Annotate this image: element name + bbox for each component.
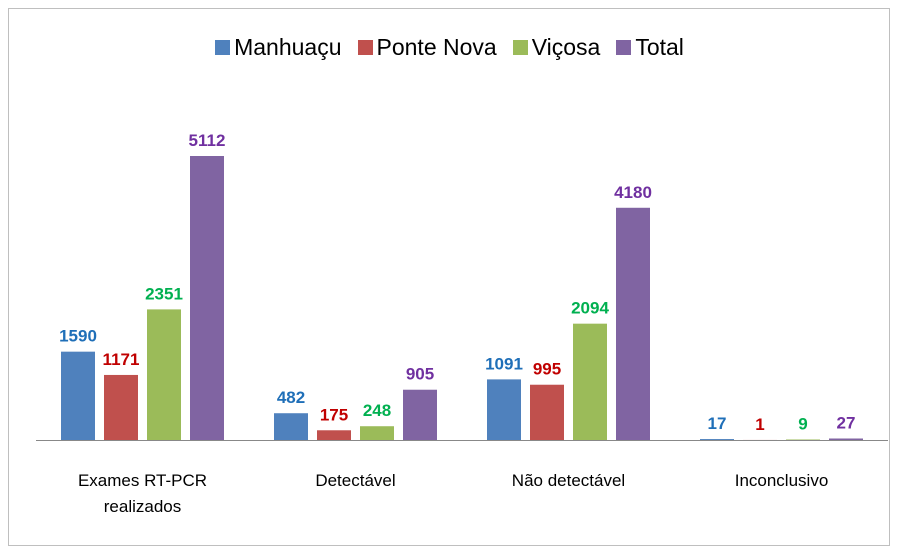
legend-entry: Total	[616, 34, 684, 61]
data-label: 2351	[145, 284, 183, 303]
bar	[274, 413, 308, 440]
data-label: 1590	[59, 327, 97, 346]
bar	[530, 384, 564, 440]
bar	[317, 430, 351, 440]
x-tick-label: Detectável	[315, 471, 396, 490]
legend-swatch	[512, 40, 528, 55]
data-label: 248	[363, 401, 391, 420]
bar	[104, 374, 138, 440]
data-label: 5112	[189, 131, 226, 150]
bar	[573, 323, 607, 440]
data-label: 2094	[571, 299, 609, 318]
bar	[61, 351, 95, 440]
bar	[700, 439, 734, 440]
legend-swatch	[215, 40, 231, 55]
data-label: 9	[798, 415, 807, 434]
data-label: 4180	[614, 183, 652, 202]
legend-entry: Ponte Nova	[357, 34, 497, 61]
legend-entry: Manhuaçu	[215, 34, 342, 61]
data-label: 175	[320, 405, 348, 424]
legend-label: Ponte Nova	[376, 34, 497, 60]
frame	[8, 8, 890, 546]
data-label: 17	[708, 414, 727, 433]
data-label: 1171	[103, 350, 140, 369]
data-label: 1091	[485, 354, 523, 373]
bar	[190, 156, 224, 440]
legend-entry: Viçosa	[512, 34, 601, 61]
legend-swatch	[616, 40, 632, 55]
x-tick-label: Não detectável	[511, 471, 626, 490]
bar	[487, 379, 521, 440]
bar	[147, 309, 181, 440]
bar	[829, 438, 863, 440]
bar	[786, 439, 820, 440]
legend: Manhuaçu Ponte Nova Viçosa Total	[0, 34, 899, 61]
legend-label: Viçosa	[531, 34, 601, 60]
legend-label: Total	[635, 34, 684, 60]
legend-swatch	[357, 40, 373, 55]
data-label: 995	[533, 360, 561, 379]
data-label: 27	[837, 414, 856, 433]
data-label: 1	[755, 415, 764, 434]
legend-label: Manhuaçu	[234, 34, 342, 60]
data-label: 482	[277, 388, 305, 407]
x-tick-label: Inconclusivo	[734, 471, 829, 490]
data-label: 905	[406, 365, 434, 384]
bar	[616, 207, 650, 440]
bar	[403, 389, 437, 440]
x-tick-label: Exames RT-PCR realizados	[77, 471, 208, 516]
bar	[360, 426, 394, 440]
